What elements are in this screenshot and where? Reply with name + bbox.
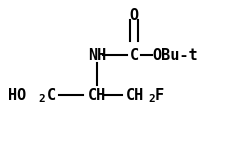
Text: NH: NH [88, 47, 106, 62]
Text: C: C [129, 47, 138, 62]
Text: F: F [155, 88, 164, 103]
Text: 2: 2 [148, 94, 155, 104]
Text: O: O [129, 7, 138, 22]
Text: CH: CH [126, 88, 144, 103]
Text: CH: CH [88, 88, 106, 103]
Text: OBu-t: OBu-t [152, 47, 198, 62]
Text: HO: HO [8, 88, 26, 103]
Text: 2: 2 [38, 94, 45, 104]
Text: C: C [47, 88, 56, 103]
